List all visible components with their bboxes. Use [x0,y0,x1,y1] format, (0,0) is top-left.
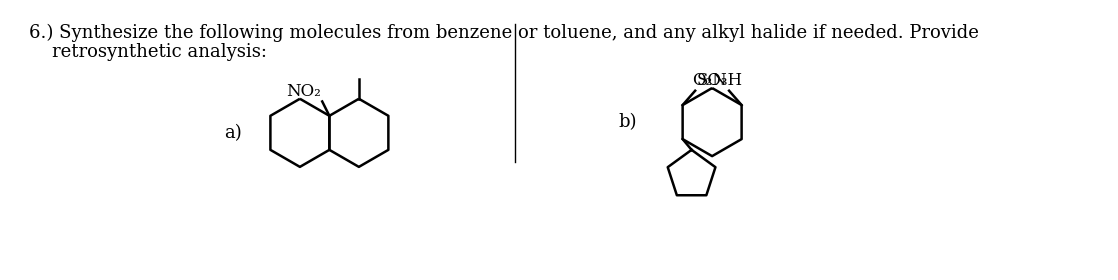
Text: a): a) [224,124,241,142]
Text: O₂N: O₂N [692,72,728,89]
Text: SO₃H: SO₃H [697,72,743,89]
Text: NO₂: NO₂ [286,83,321,100]
Text: 6.) Synthesize the following molecules from benzene or toluene, and any alkyl ha: 6.) Synthesize the following molecules f… [29,24,979,42]
Text: b): b) [618,113,636,131]
Text: retrosynthetic analysis:: retrosynthetic analysis: [29,43,267,61]
